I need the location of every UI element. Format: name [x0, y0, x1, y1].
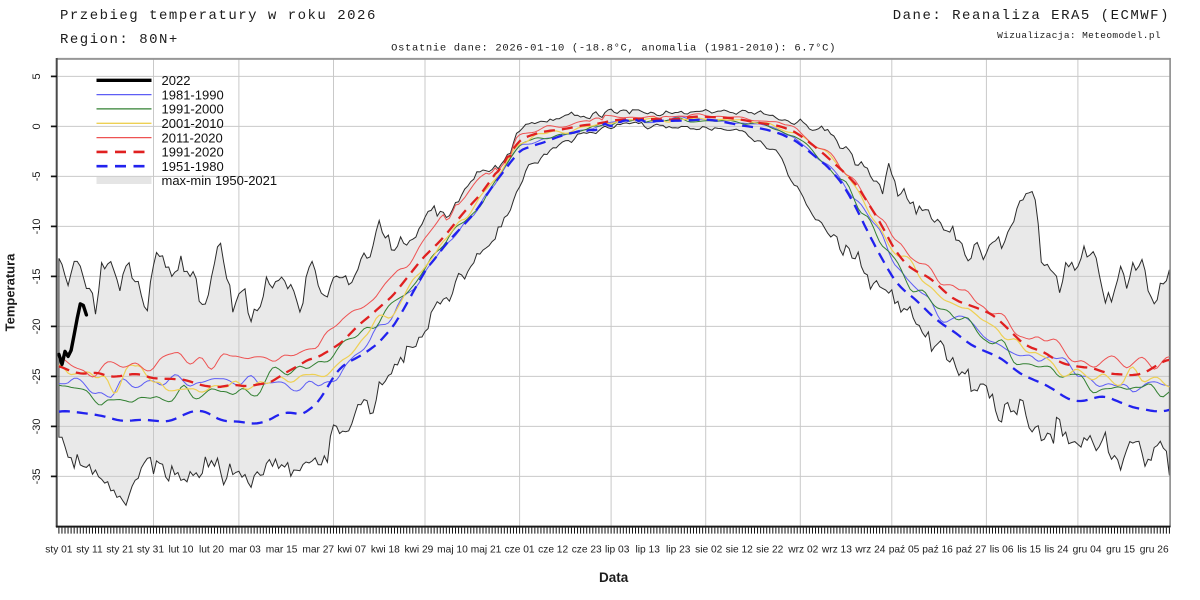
svg-text:kwi 07: kwi 07: [337, 544, 366, 555]
svg-text:Region: 80N+: Region: 80N+: [60, 32, 179, 48]
svg-text:sty 01: sty 01: [45, 544, 73, 555]
svg-text:Ostatnie dane: 2026-01-10 (-18: Ostatnie dane: 2026-01-10 (-18.8°C, anom…: [391, 42, 836, 54]
svg-text:2001-2010: 2001-2010: [162, 116, 224, 131]
svg-text:Dane: Reanaliza ERA5 (ECMWF): Dane: Reanaliza ERA5 (ECMWF): [893, 8, 1170, 24]
svg-text:wrz 13: wrz 13: [821, 544, 852, 555]
svg-text:-15: -15: [31, 268, 43, 284]
svg-text:lip 23: lip 23: [666, 544, 691, 555]
svg-text:paź 05: paź 05: [889, 544, 920, 555]
svg-text:Przebieg temperatury w roku 20: Przebieg temperatury w roku 2026: [60, 8, 377, 24]
svg-text:maj 10: maj 10: [437, 544, 468, 555]
svg-text:gru 26: gru 26: [1140, 544, 1169, 555]
svg-text:5: 5: [31, 73, 43, 79]
svg-text:-35: -35: [31, 468, 43, 484]
svg-text:lut 20: lut 20: [199, 544, 224, 555]
svg-text:paź 16: paź 16: [922, 544, 953, 555]
svg-text:lip 03: lip 03: [605, 544, 630, 555]
svg-text:-10: -10: [31, 218, 43, 234]
svg-text:lis 24: lis 24: [1045, 544, 1069, 555]
svg-text:sie 22: sie 22: [756, 544, 784, 555]
svg-text:Temperatura: Temperatura: [3, 253, 18, 332]
svg-text:cze 23: cze 23: [572, 544, 602, 555]
svg-text:wrz 02: wrz 02: [787, 544, 818, 555]
svg-text:1981-1990: 1981-1990: [162, 87, 224, 102]
svg-text:sty 11: sty 11: [76, 544, 103, 555]
svg-text:2022: 2022: [162, 73, 191, 88]
svg-text:kwi 29: kwi 29: [404, 544, 433, 555]
svg-text:lip 13: lip 13: [636, 544, 661, 555]
svg-text:lis 15: lis 15: [1017, 544, 1041, 555]
svg-text:-5: -5: [31, 172, 43, 182]
svg-text:mar 03: mar 03: [229, 544, 261, 555]
svg-text:1991-2020: 1991-2020: [162, 145, 224, 160]
svg-text:sie 12: sie 12: [726, 544, 754, 555]
svg-text:gru 04: gru 04: [1073, 544, 1102, 555]
svg-text:sie 02: sie 02: [695, 544, 723, 555]
svg-text:paź 27: paź 27: [956, 544, 987, 555]
svg-text:sty 31: sty 31: [137, 544, 165, 555]
svg-text:-20: -20: [31, 318, 43, 334]
svg-text:lut 10: lut 10: [168, 544, 193, 555]
svg-text:max-min 1950-2021: max-min 1950-2021: [162, 173, 278, 188]
svg-text:1991-2000: 1991-2000: [162, 102, 224, 117]
svg-text:mar 27: mar 27: [302, 544, 334, 555]
svg-text:1951-1980: 1951-1980: [162, 159, 224, 174]
svg-text:maj 21: maj 21: [471, 544, 502, 555]
svg-text:sty 21: sty 21: [106, 544, 134, 555]
svg-text:cze 12: cze 12: [538, 544, 568, 555]
svg-text:Data: Data: [599, 570, 629, 585]
svg-text:cze 01: cze 01: [505, 544, 535, 555]
svg-text:kwi 18: kwi 18: [371, 544, 400, 555]
svg-text:mar 15: mar 15: [266, 544, 298, 555]
svg-text:2011-2020: 2011-2020: [162, 130, 223, 145]
svg-text:0: 0: [31, 123, 43, 129]
svg-text:lis 06: lis 06: [990, 544, 1014, 555]
svg-text:-30: -30: [31, 418, 43, 434]
svg-text:wrz 24: wrz 24: [854, 544, 885, 555]
svg-text:Wizualizacja: Meteomodel.pl: Wizualizacja: Meteomodel.pl: [997, 30, 1161, 41]
svg-text:gru 15: gru 15: [1106, 544, 1135, 555]
svg-text:-25: -25: [31, 368, 43, 384]
